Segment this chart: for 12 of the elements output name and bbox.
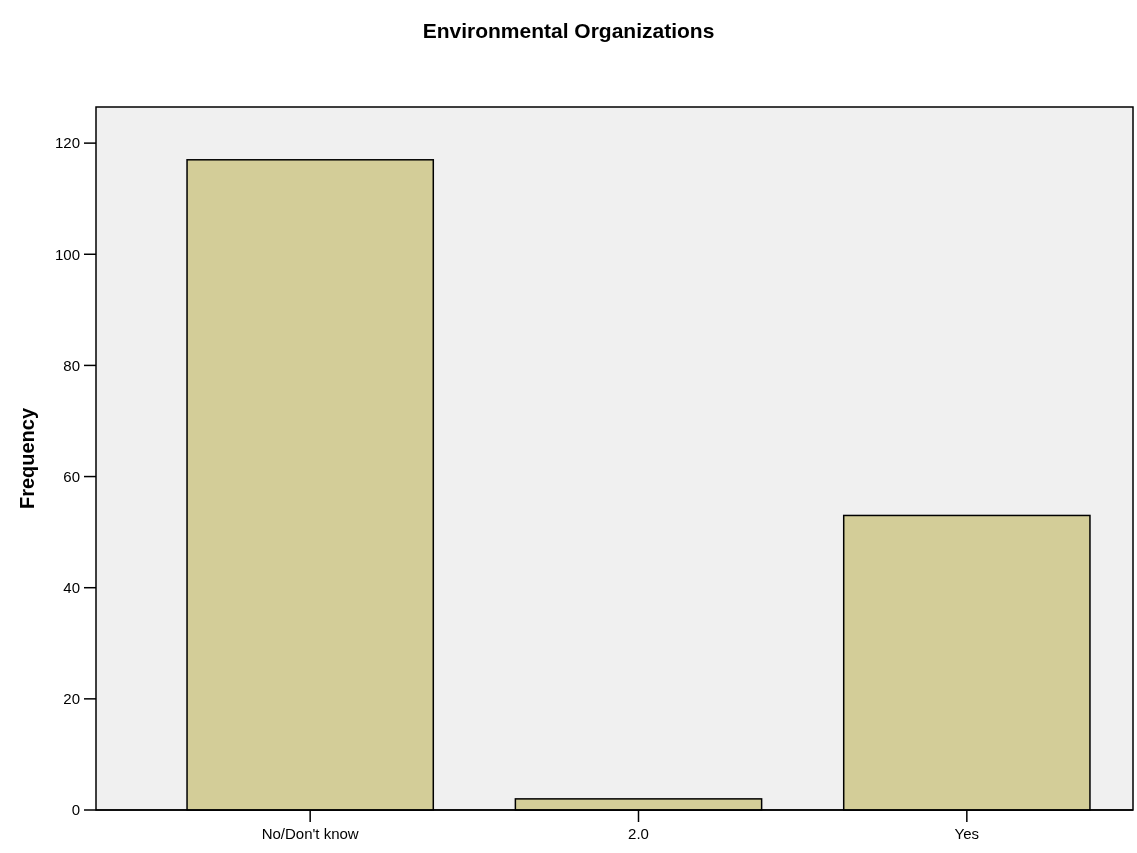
x-tick-label: 2.0 bbox=[628, 825, 649, 842]
y-tick-label: 60 bbox=[63, 467, 80, 485]
x-tick-label: Yes bbox=[954, 825, 980, 842]
y-axis-title: Frequency bbox=[16, 407, 38, 510]
y-tick-label: 40 bbox=[63, 578, 80, 596]
y-tick-label: 120 bbox=[54, 134, 80, 152]
x-tick-label: No/Don't know bbox=[261, 825, 359, 842]
y-tick-label: 20 bbox=[63, 690, 80, 708]
y-tick-label: 80 bbox=[63, 356, 80, 374]
y-tick-label: 0 bbox=[71, 801, 80, 819]
y-tick-label: 100 bbox=[54, 245, 80, 263]
chart-title: Environmental Organizations bbox=[422, 19, 715, 42]
